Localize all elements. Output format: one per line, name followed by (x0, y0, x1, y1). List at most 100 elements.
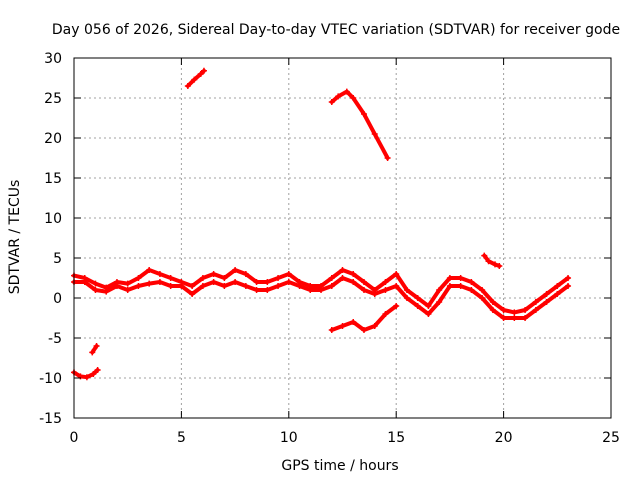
data-point (382, 279, 389, 285)
plot-frame (73, 57, 612, 419)
data-point (425, 303, 432, 309)
data-point (492, 261, 499, 268)
data-point (167, 275, 174, 281)
y-tick-label: -10 (39, 371, 62, 387)
series-early-low-segment (71, 367, 101, 381)
data-point (339, 275, 346, 281)
data-point (83, 374, 90, 381)
data-point (178, 279, 185, 285)
data-point (511, 315, 518, 321)
data-point (500, 307, 507, 313)
data-point (285, 279, 292, 285)
data-point (479, 295, 486, 301)
y-tick-label: 0 (53, 291, 62, 307)
data-point (479, 287, 486, 293)
series-lower-segment (328, 303, 400, 333)
data-point (489, 299, 496, 305)
data-point (403, 287, 410, 293)
data-point (403, 295, 410, 301)
data-point (296, 279, 303, 285)
data-point (253, 287, 260, 293)
series-main-band (71, 275, 572, 321)
data-point (350, 279, 357, 285)
data-point (468, 287, 475, 293)
data-point (371, 131, 378, 137)
data-point (124, 287, 131, 293)
data-point (197, 71, 204, 77)
data-point (457, 275, 464, 281)
data-point (522, 307, 529, 313)
series-late-short-segment (481, 252, 503, 269)
series-early-short-segment (89, 343, 100, 356)
x-tick-label: 0 (70, 430, 79, 446)
data-point (485, 258, 492, 265)
data-point (339, 267, 346, 273)
data-point (103, 284, 110, 291)
data-point (92, 280, 99, 287)
data-point (436, 299, 443, 305)
data-point (94, 367, 101, 373)
data-point (350, 271, 357, 277)
data-point (328, 283, 335, 289)
data-point (425, 311, 432, 317)
series-high-arc-segment (328, 88, 391, 161)
x-tick-label: 10 (280, 430, 298, 446)
x-tick-label: 25 (602, 430, 620, 446)
data-point (446, 283, 453, 289)
series-trace (185, 68, 206, 88)
data-point (90, 371, 97, 377)
y-tick-label: 30 (44, 51, 62, 67)
data-point (511, 309, 518, 316)
x-tick-label: 15 (387, 430, 405, 446)
data-point (371, 323, 378, 329)
data-point (500, 315, 507, 321)
data-point (554, 291, 561, 297)
data-point (189, 283, 196, 289)
data-point (135, 275, 142, 281)
series-trace (329, 89, 390, 160)
data-point (135, 283, 142, 289)
y-tick-label: -15 (39, 411, 62, 427)
data-point (92, 287, 99, 293)
series-high-short-segment (184, 67, 207, 89)
data-point (167, 283, 174, 289)
data-point (436, 287, 443, 293)
data-point (93, 343, 100, 349)
data-point (360, 279, 367, 285)
data-point (496, 263, 503, 269)
data-point (382, 287, 389, 293)
data-point (275, 283, 282, 289)
data-point (393, 271, 400, 277)
data-point (414, 303, 421, 309)
data-point (264, 287, 271, 293)
data-point (210, 279, 217, 285)
data-point (89, 349, 96, 356)
data-point (446, 275, 453, 281)
data-point (275, 275, 282, 281)
y-tick-label: -5 (48, 331, 62, 347)
data-point (253, 279, 260, 285)
data-layer (71, 67, 572, 381)
data-point (371, 287, 378, 293)
tick-layer: 0 5 10 15 20 25 -15 -10 -5 0 5 10 15 20 25 30 (39, 51, 620, 446)
data-point (210, 271, 217, 277)
data-point (565, 283, 572, 289)
data-point (360, 287, 367, 293)
data-point (335, 93, 342, 100)
data-point (81, 275, 88, 281)
data-point (350, 319, 357, 325)
data-point (554, 283, 561, 289)
data-point (156, 279, 163, 285)
chart-title: Day 056 of 2026, Sidereal Day-to-day VTE… (52, 22, 620, 38)
data-point (184, 83, 191, 89)
data-point (350, 95, 357, 101)
data-point (264, 279, 271, 285)
data-point (242, 271, 249, 277)
data-point (200, 67, 207, 74)
data-point (543, 299, 550, 305)
data-point (199, 283, 206, 289)
data-point (393, 283, 400, 289)
data-point (343, 88, 350, 95)
data-point (242, 283, 249, 289)
